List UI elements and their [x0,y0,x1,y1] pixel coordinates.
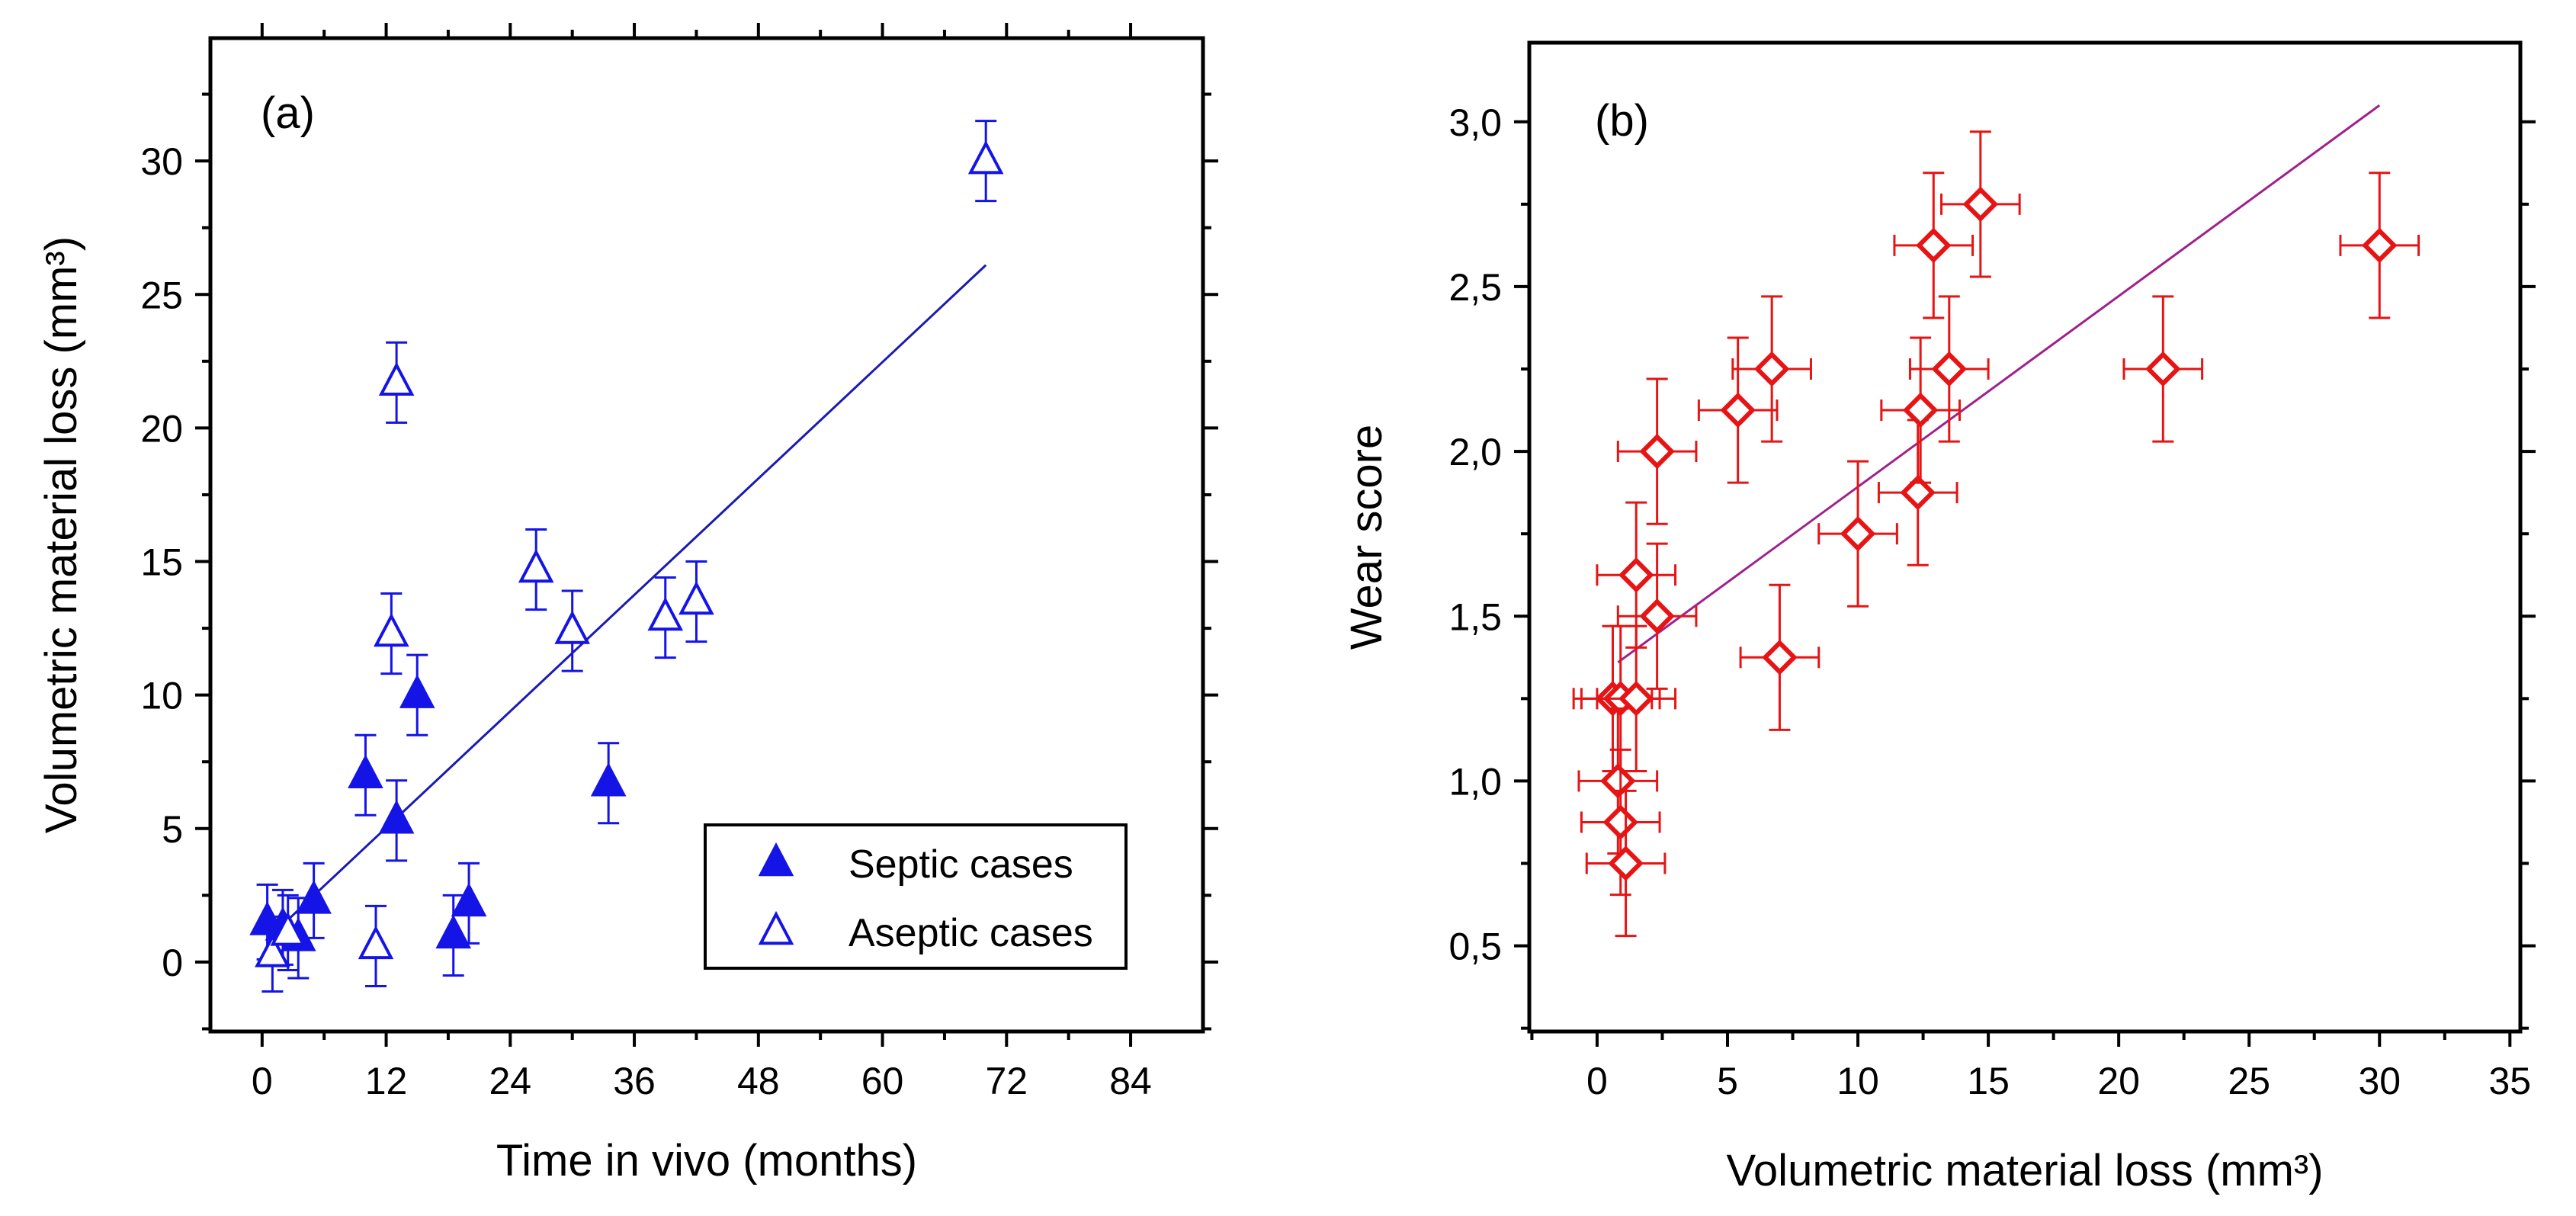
panel-a-data-point [451,882,487,917]
panel-a-data-point [348,754,383,788]
panel-b-marks [1572,104,2420,938]
panel-b: 0 5 10 15 20 25 30 35 0,5 1,0 1,5 2,0 2,5 3,0 (b) Vol… [1342,40,2536,1195]
panel-a-data-point [647,596,684,631]
panel-a-data-point [378,800,415,834]
panel-b-y-tick-label: 2,0 [1448,431,1502,473]
panel-b-data-point [1962,186,1999,223]
panel-a-y-tick-label: 0 [162,942,183,984]
panel-b-data-point [1902,392,1939,428]
panel-b-y-tick-label: 0,5 [1448,926,1502,968]
panel-b-data-point [1916,227,1952,264]
panel-a-data-point [590,762,627,797]
panel-b-data-point [1931,351,1968,387]
panel-b-data-point [1600,763,1636,799]
panel-a-data-point [296,880,332,914]
panel-b-data-point [1618,557,1654,593]
panel-a-plot-frame [208,36,1205,1034]
panel-a-data-point [378,361,415,396]
panel-a-label: (a) [261,88,315,138]
panel-a-legend: Septic cases Aseptic cases [704,823,1128,970]
panel-b-plot-frame [1527,40,2523,1034]
panel-b-data-point [1753,351,1790,387]
panel-a-data-point [255,933,290,967]
panel-a-x-tick-label: 84 [1109,1060,1152,1102]
panel-a-data-point [554,610,591,644]
panel-a-data-point [967,140,1004,175]
panel-a-y-tick-label: 20 [140,407,183,450]
panel-b-y-tick-label: 2,5 [1448,266,1502,309]
panel-a-x-tick-label: 24 [489,1060,532,1102]
panel-a-x-tick-label: 60 [861,1060,904,1102]
panel-b-x-tick-label: 5 [1717,1060,1738,1102]
panel-b-fit-line [1617,104,2381,663]
panel-a-y-tick-label: 25 [140,274,183,316]
panel-a-data-point [435,914,472,949]
panel-b-data-point [1639,433,1675,470]
panel-b-data-point [1618,681,1654,717]
panel-b-x-tick-label: 35 [2489,1060,2532,1102]
panel-b-x-tick-label: 30 [2358,1060,2401,1102]
panel-a-x-axis-label: Time in vivo (months) [496,1136,917,1186]
panel-a-y-tick-label: 10 [140,675,183,717]
panel-a-y-axis-label: Volumetric material loss (mm³) [37,236,86,833]
panel-a-data-point [518,548,554,583]
panel-b-data-point [1602,804,1638,840]
panel-b-data-point [2362,227,2398,264]
panel-b-y-axis-label: Wear score [1342,425,1391,650]
panel-b-x-tick-label: 0 [1586,1060,1608,1102]
panel-a-x-tick-label: 12 [365,1060,408,1102]
panel-b-data-point [1762,640,1798,675]
panel-a-axes: 0 12 24 36 48 60 72 84 0 5 10 15 20 25 30 [140,23,1218,1102]
panel-a-x-tick-label: 36 [613,1060,656,1102]
legend-marker-septic [758,842,794,877]
panel-b-data-point [1840,515,1876,552]
panel-b-data-point [1900,474,1936,511]
panel-a-marks [249,120,1004,993]
panel-b-x-tick-label: 15 [1967,1060,2010,1102]
panel-a-data-point [358,925,394,960]
panel-b-data-point [1639,598,1675,634]
legend-label-aseptic: Aseptic cases [849,911,1093,955]
panel-a-data-point [399,674,435,708]
panel-b-y-tick-label: 1,5 [1448,595,1502,638]
panel-a-data-point [270,912,306,946]
panel-b-y-tick-label: 1,0 [1448,760,1502,803]
panel-a-data-point [374,613,409,647]
panel-b-label: (b) [1595,96,1649,146]
panel-b-data-point [2145,351,2181,387]
panel-a-x-tick-label: 72 [986,1060,1028,1102]
panel-b-axes: 0 5 10 15 20 25 30 35 0,5 1,0 1,5 2,0 2,5 3,0 [1448,101,2536,1102]
panel-a-y-tick-label: 15 [140,541,183,584]
panel-a-x-tick-label: 0 [252,1060,273,1102]
panel-a-y-tick-label: 30 [140,140,183,183]
legend-label-septic: Septic cases [849,842,1073,887]
legend-marker-aseptic [758,910,794,945]
panel-b-data-point [1608,845,1644,881]
panel-b-y-tick-label: 3,0 [1448,101,1502,144]
panel-b-x-tick-label: 20 [2097,1060,2140,1102]
panel-b-x-tick-label: 10 [1837,1060,1879,1102]
panel-a-data-point [678,580,714,615]
panel-b-x-tick-label: 25 [2228,1060,2270,1102]
panel-b-data-point [1720,392,1756,428]
panel-a: 0 12 24 36 48 60 72 84 0 5 10 15 20 25 30 (a) Time in … [37,23,1218,1186]
panel-a-y-tick-label: 5 [162,808,183,851]
panel-a-x-tick-label: 48 [737,1060,780,1102]
panel-b-x-axis-label: Volumetric material loss (mm³) [1726,1146,2323,1195]
